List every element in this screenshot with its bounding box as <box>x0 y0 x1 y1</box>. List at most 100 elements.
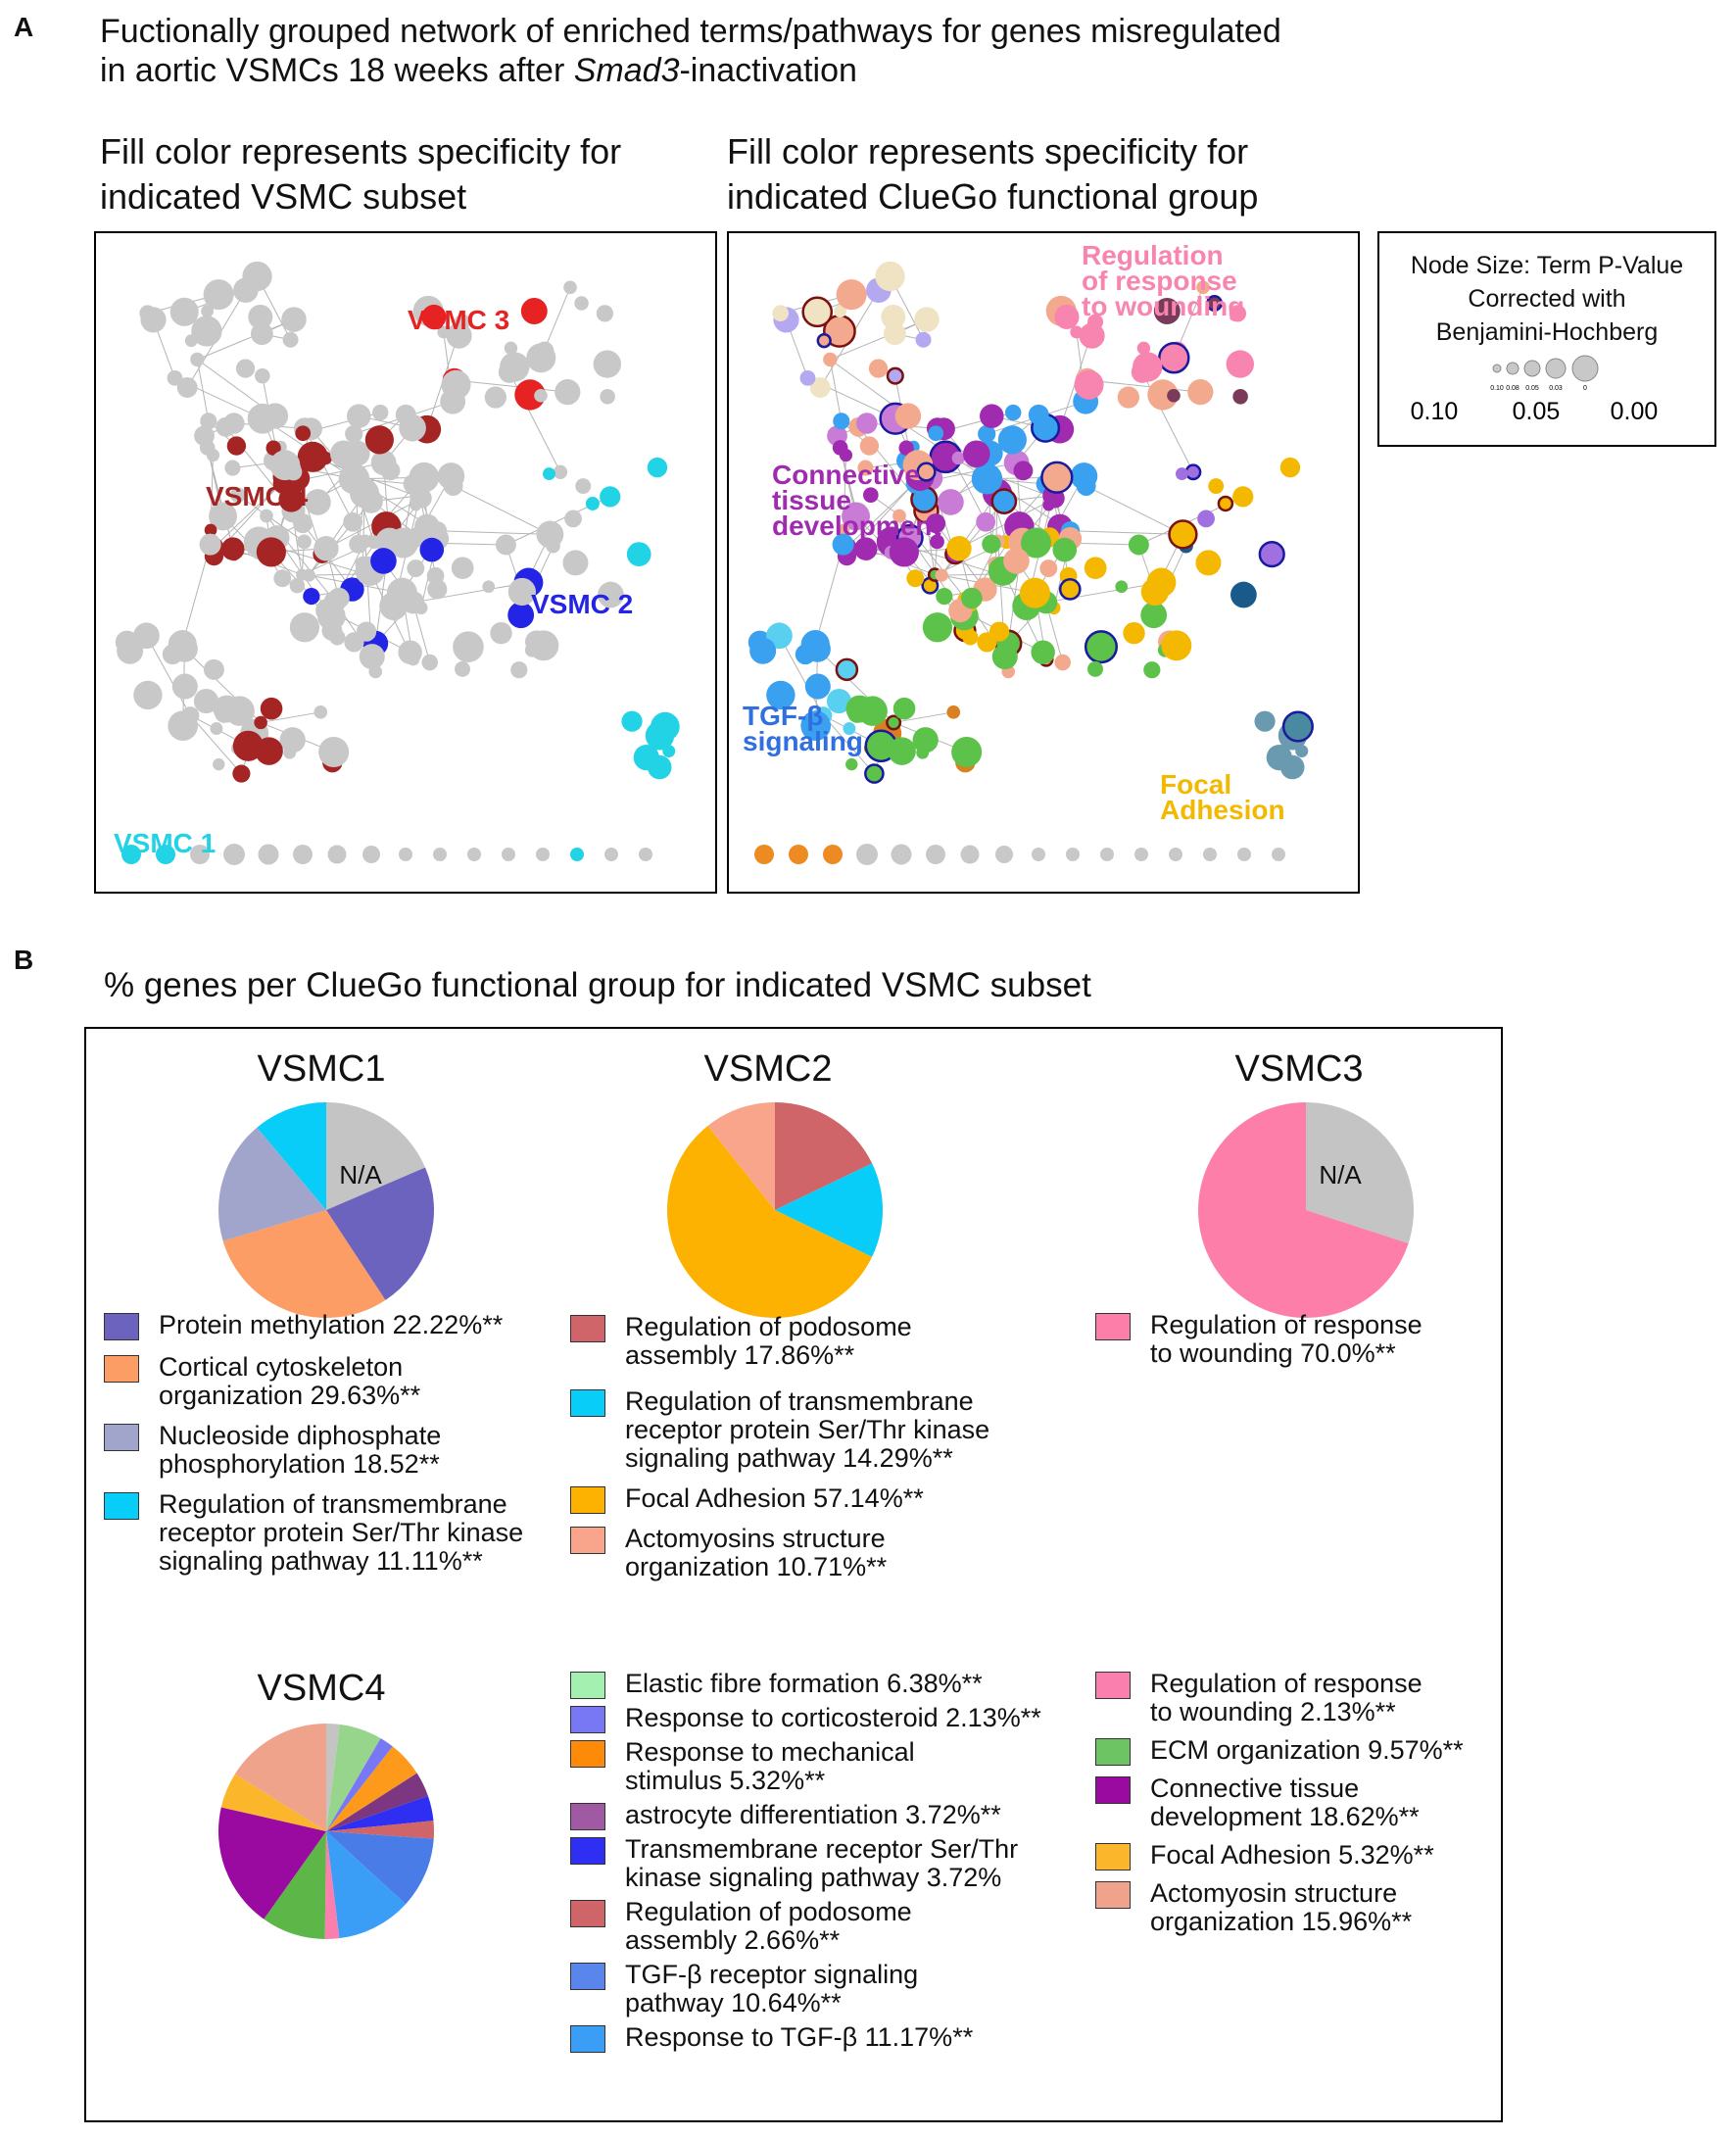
network-node <box>203 279 234 311</box>
panel-a-letter: A <box>14 12 34 42</box>
network-node <box>978 424 996 443</box>
network-node <box>662 745 676 758</box>
legend-label: Regulation of response to wounding 2.13%… <box>1150 1669 1423 1726</box>
network-node <box>388 527 419 559</box>
network-node <box>772 305 790 322</box>
network-node <box>303 588 320 606</box>
network-node <box>886 366 904 385</box>
network-node <box>864 763 885 784</box>
network-node <box>235 359 256 378</box>
right-network-graph <box>747 261 1314 865</box>
network-node <box>951 451 966 465</box>
network-node <box>857 460 874 476</box>
network-node <box>255 737 283 765</box>
network-node <box>868 359 889 378</box>
network-node <box>1195 550 1222 576</box>
network-node <box>1021 527 1052 559</box>
network-node <box>1087 660 1103 677</box>
network-node <box>997 425 1027 455</box>
singleton-node <box>467 848 481 861</box>
right-network-box: Regulation of response to wounding Conne… <box>727 231 1360 894</box>
network-edge <box>197 318 295 361</box>
legend-label: astrocyte differentiation 3.72%** <box>625 1800 1001 1829</box>
singleton-node <box>1237 848 1251 861</box>
legend-label: Regulation of transmembrane receptor pro… <box>159 1489 524 1576</box>
network-node <box>421 654 438 671</box>
network-node <box>201 305 214 318</box>
network-node <box>946 536 972 561</box>
network-node <box>265 440 281 456</box>
network-node <box>318 737 350 768</box>
network-node <box>982 534 1001 554</box>
network-node <box>490 621 512 645</box>
singleton-node <box>995 846 1013 863</box>
pie-slice <box>234 1724 326 1831</box>
network-node <box>800 710 832 742</box>
singleton-node <box>1066 848 1080 861</box>
network-node <box>1176 467 1188 481</box>
legend-label: Nucleoside diphosphate phosphorylation 1… <box>159 1421 442 1479</box>
network-node <box>1161 630 1192 661</box>
network-node <box>281 307 307 332</box>
network-node <box>451 557 474 580</box>
network-node <box>1087 314 1104 330</box>
network-node <box>347 404 371 428</box>
network-node <box>484 386 506 409</box>
network-edge <box>830 318 928 361</box>
network-node <box>892 697 916 720</box>
pie-slice <box>326 1746 417 1831</box>
pie-slice <box>326 1738 393 1831</box>
left-network-subtitle: Fill color represents specificity for in… <box>100 129 621 219</box>
small-tick-5: 0 <box>1583 385 1587 392</box>
pie-slice <box>326 1795 434 1831</box>
singleton-node <box>1169 848 1182 861</box>
pie-vsmc1: N/A <box>218 1102 434 1318</box>
network-node <box>1128 534 1149 556</box>
label-vsmc1: VSMC 1 <box>114 828 217 858</box>
pie-vsmc4 <box>217 1724 434 1939</box>
legend-swatch <box>104 1313 139 1340</box>
node-legend-line1: Node Size: Term P-Value <box>1410 252 1684 279</box>
network-node <box>338 462 370 495</box>
network-node <box>832 533 854 556</box>
legend-label: Regulation of response to wounding 70.0%… <box>1150 1310 1423 1368</box>
network-edge <box>207 447 234 550</box>
network-node <box>562 550 589 576</box>
legend-label: Focal Adhesion 5.32%** <box>1150 1840 1434 1870</box>
network-node <box>862 487 879 504</box>
network-node <box>826 688 851 714</box>
network-node <box>906 569 925 588</box>
network-node <box>598 581 624 608</box>
network-node <box>962 629 979 646</box>
network-node <box>1076 476 1096 496</box>
network-node <box>297 534 312 550</box>
pie-slice <box>775 1163 883 1257</box>
legend-label: Connective tissue development 18.62%** <box>1150 1774 1420 1831</box>
legend-swatch <box>570 1963 605 1990</box>
network-node <box>117 637 144 664</box>
network-node <box>370 548 397 574</box>
network-node <box>520 298 548 324</box>
network-node <box>446 322 472 349</box>
network-node <box>1187 379 1214 406</box>
network-node <box>555 379 581 406</box>
legend-label: Cortical cytoskeleton organization 29.63… <box>159 1352 421 1410</box>
network-node <box>293 513 313 534</box>
network-node <box>543 467 555 481</box>
network-node <box>345 424 363 443</box>
legend-label: Transmembrane receptor Ser/Thr kinase si… <box>625 1834 1019 1892</box>
network-nodes <box>747 261 1314 865</box>
network-node <box>1028 404 1049 425</box>
network-node <box>398 640 422 664</box>
network-node <box>962 440 990 468</box>
network-node <box>514 379 546 411</box>
network-node <box>284 462 303 481</box>
legend-swatch <box>1095 1313 1131 1340</box>
legend-label: Regulation of transmembrane receptor pro… <box>625 1386 990 1473</box>
network-node <box>1279 457 1301 478</box>
network-node <box>1206 294 1224 312</box>
network-node <box>1003 548 1030 574</box>
big-tick-2: 0.05 <box>1513 398 1561 425</box>
network-node <box>262 403 289 429</box>
legend-swatch <box>570 1803 605 1830</box>
